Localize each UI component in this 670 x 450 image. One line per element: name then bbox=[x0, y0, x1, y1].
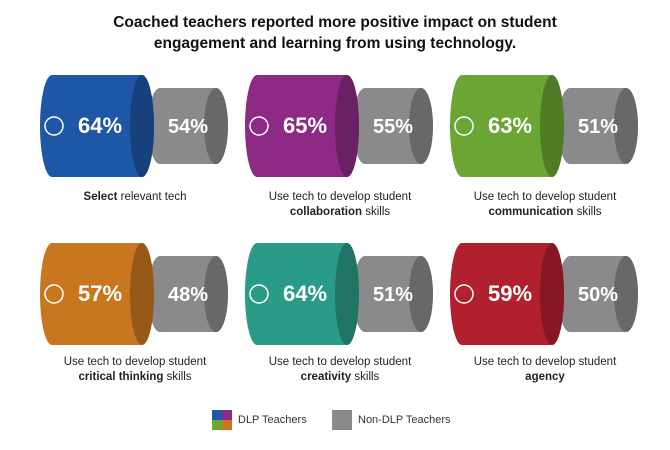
non-dlp-value: 51% bbox=[373, 284, 413, 306]
label-part: critical thinking bbox=[78, 371, 164, 383]
legend-swatch-part bbox=[212, 410, 222, 420]
label-part: skills bbox=[163, 371, 192, 383]
dlp-cylinder bbox=[450, 243, 564, 345]
label-part: skills bbox=[362, 206, 391, 218]
non-dlp-cylinder-face bbox=[614, 88, 638, 164]
legend-swatch-part bbox=[222, 420, 232, 430]
label-part: creativity bbox=[300, 371, 352, 383]
label-part: Use tech to develop student bbox=[63, 356, 207, 368]
icon bbox=[44, 284, 64, 304]
legend-swatch bbox=[332, 410, 352, 430]
dlp-cylinder-face bbox=[540, 243, 564, 345]
legend-dlp: DLP Teachers bbox=[238, 414, 307, 426]
label-part: skills bbox=[573, 206, 602, 218]
dlp-cylinder-face bbox=[130, 243, 154, 345]
label-part: Use tech to develop student bbox=[473, 191, 617, 203]
legend-swatch-part bbox=[212, 420, 222, 430]
dlp-cylinder-face bbox=[130, 75, 154, 177]
icon bbox=[249, 284, 269, 304]
non-dlp-value: 50% bbox=[578, 284, 618, 306]
dlp-value: 59% bbox=[488, 281, 532, 306]
dlp-cylinder bbox=[245, 243, 359, 345]
dlp-value: 64% bbox=[283, 281, 327, 306]
dlp-value: 63% bbox=[488, 113, 532, 138]
icon bbox=[454, 284, 474, 304]
non-dlp-cylinder-face bbox=[409, 256, 433, 332]
dlp-value: 57% bbox=[78, 281, 122, 306]
dlp-cylinder bbox=[40, 243, 154, 345]
panel-label: Use tech to develop student critical thi… bbox=[55, 355, 215, 385]
non-dlp-value: 48% bbox=[168, 284, 208, 306]
panel-label: Use tech to develop student communicatio… bbox=[465, 190, 625, 220]
label-part: Use tech to develop student bbox=[473, 356, 617, 368]
legend-non-dlp: Non-DLP Teachers bbox=[358, 414, 451, 426]
label-part: collaboration bbox=[289, 206, 363, 218]
panel-label: Use tech to develop student collaboratio… bbox=[260, 190, 420, 220]
dlp-cylinder bbox=[245, 75, 359, 177]
legend-swatch-part bbox=[222, 410, 232, 420]
non-dlp-cylinder-face bbox=[409, 88, 433, 164]
dlp-cylinder-face bbox=[540, 75, 564, 177]
icon bbox=[454, 116, 474, 136]
label-part: skills bbox=[351, 371, 380, 383]
label-part: Use tech to develop student bbox=[268, 356, 412, 368]
dlp-value: 64% bbox=[78, 113, 122, 138]
non-dlp-cylinder-face bbox=[614, 256, 638, 332]
panel-label: Use tech to develop student agency bbox=[465, 355, 625, 385]
dlp-cylinder-face bbox=[335, 243, 359, 345]
dlp-cylinder-face bbox=[335, 75, 359, 177]
label-part: communication bbox=[488, 206, 574, 218]
label-part: relevant tech bbox=[117, 191, 187, 203]
dlp-value: 65% bbox=[283, 113, 327, 138]
label-part: Use tech to develop student bbox=[268, 191, 412, 203]
non-dlp-cylinder-face bbox=[204, 256, 228, 332]
non-dlp-value: 55% bbox=[373, 116, 413, 138]
panel-label: Use tech to develop student creativity s… bbox=[260, 355, 420, 385]
title: Coached teachers reported more positive … bbox=[113, 14, 557, 52]
panel-label: Select relevant tech bbox=[55, 190, 215, 205]
label-part: Select bbox=[83, 191, 118, 203]
non-dlp-value: 51% bbox=[578, 116, 618, 138]
non-dlp-cylinder-face bbox=[204, 88, 228, 164]
non-dlp-value: 54% bbox=[168, 116, 208, 138]
icon bbox=[44, 116, 64, 136]
dlp-cylinder bbox=[450, 75, 564, 177]
dlp-cylinder bbox=[40, 75, 154, 177]
label-part: agency bbox=[525, 371, 565, 383]
icon bbox=[249, 116, 269, 136]
